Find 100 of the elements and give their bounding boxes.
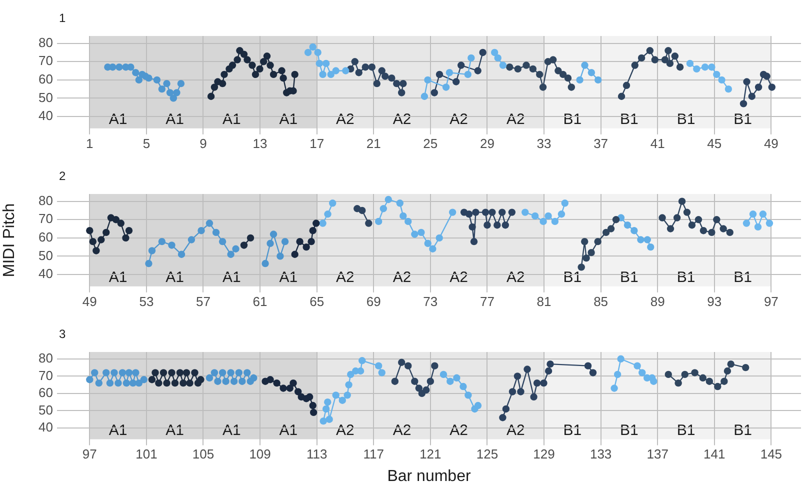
x-tick-label: 129 [533,446,555,462]
point [230,378,238,385]
point [666,225,674,232]
y-tick-label: 50 [38,248,53,263]
point [92,247,100,254]
point [502,222,509,229]
point [266,376,274,384]
point [540,379,548,387]
point [676,64,684,71]
point [148,247,156,254]
point [232,245,240,252]
point [362,64,369,71]
point [322,405,330,413]
point [559,70,567,78]
point [631,62,638,69]
point [266,62,274,69]
point [112,216,120,224]
point [319,70,326,78]
point [708,64,716,71]
point [222,378,230,385]
point [266,240,274,247]
point [319,220,326,227]
x-tick-label: 85 [594,294,608,309]
point [227,250,234,258]
point [378,369,386,376]
point [589,369,597,376]
point [673,214,681,222]
point [411,230,418,238]
point [188,236,196,244]
y-tick-label: 80 [38,192,53,208]
point [281,238,289,246]
point [256,65,264,73]
point [720,378,728,385]
y-tick-label: 70 [38,53,53,68]
point [102,228,110,236]
point [634,362,641,370]
point [429,245,436,252]
point [122,234,130,242]
x-tick-label: 145 [760,446,782,462]
point [474,402,482,410]
point [594,238,602,246]
x-tick-label: 57 [196,294,210,309]
point [400,212,407,220]
point [647,243,654,251]
point [522,208,529,216]
point [700,226,708,234]
y-tick-label: 50 [38,90,53,105]
point [132,68,140,76]
point [263,52,271,60]
point [210,369,218,376]
y-tick-label: 60 [38,71,53,86]
point [607,225,615,232]
point [724,367,732,375]
x-tick-label: 45 [707,136,722,151]
point [168,369,176,376]
point [278,67,286,74]
point [332,392,340,399]
point [351,58,358,66]
point [171,379,179,387]
point [446,378,454,385]
point [86,376,94,384]
chart-title: 3 [59,327,66,341]
point [630,226,638,234]
point [644,236,651,244]
point [440,370,448,378]
x-tick-label: 109 [249,446,271,462]
point [166,89,174,96]
point [89,238,97,246]
point [544,367,552,375]
point [118,369,126,376]
point [218,369,226,376]
point [602,228,610,236]
point [748,92,756,100]
point [95,379,102,387]
point [206,220,214,227]
point [234,56,241,64]
point [683,208,691,216]
x-tick-label: 1 [86,136,94,151]
x-tick-label: 101 [136,446,158,462]
x-tick-label: 81 [536,294,552,309]
point [368,64,376,71]
point [536,70,544,78]
point [114,379,122,387]
point [320,417,327,425]
point [290,379,297,387]
x-tick-label: 53 [139,294,154,309]
point [558,210,566,218]
x-tick-label: 37 [594,136,608,151]
x-tick-label: 97 [764,294,778,309]
point [309,43,316,51]
point [618,92,626,100]
point [581,62,588,69]
x-tick-label: 69 [366,294,381,309]
point [316,60,323,68]
point [270,70,278,78]
x-tick-label: 125 [476,446,498,462]
point [129,379,137,387]
point [468,54,475,62]
point [754,84,762,91]
point [102,369,110,376]
